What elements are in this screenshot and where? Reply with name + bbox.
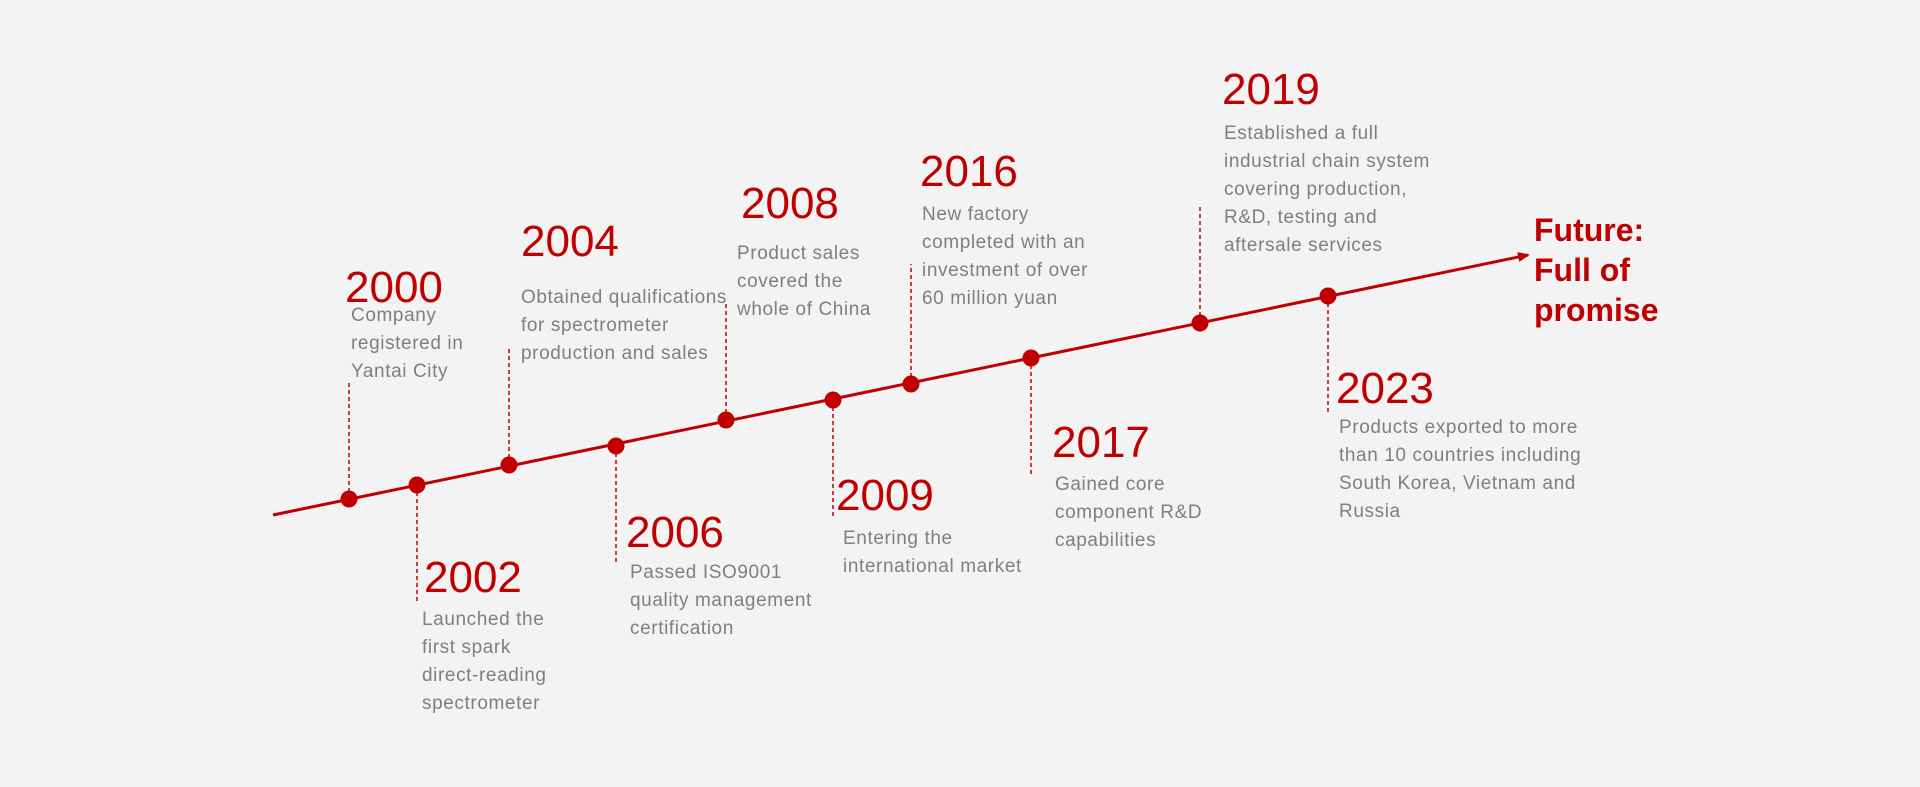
milestone-desc-2006: Passed ISO9001 quality management certif… xyxy=(630,562,812,639)
milestone-desc-2023: Products exported to more than 10 countr… xyxy=(1339,417,1582,522)
milestone-desc-2019: Established a full industrial chain syst… xyxy=(1224,123,1430,256)
milestone-dot-2002 xyxy=(408,476,426,494)
milestone-year-2016: 2016 xyxy=(920,147,1018,196)
milestone-year-2006: 2006 xyxy=(626,508,724,557)
milestone-desc-2000: Company registered in Yantai City xyxy=(351,305,464,382)
milestone-year-2004: 2004 xyxy=(521,217,619,266)
timeline-axis xyxy=(272,252,1530,517)
milestone-desc-2017: Gained core component R&D capabilities xyxy=(1055,474,1203,551)
milestone-dot-2004 xyxy=(500,456,518,474)
milestone-dot-2023 xyxy=(1319,287,1337,305)
milestone-year-2008: 2008 xyxy=(741,179,839,228)
milestone-desc-2004: Obtained qualifications for spectrometer… xyxy=(521,287,728,364)
milestone-dot-2017 xyxy=(1022,349,1040,367)
milestone-dot-2000 xyxy=(340,490,358,508)
future-label: Future: Full of promise xyxy=(1534,212,1659,328)
milestone-year-2002: 2002 xyxy=(424,553,522,602)
milestone-desc-2016: New factory completed with an investment… xyxy=(922,204,1089,309)
milestone-dot-2016 xyxy=(902,375,920,393)
milestone-dot-2006 xyxy=(607,437,625,455)
milestone-desc-2008: Product sales covered the whole of China xyxy=(737,243,872,320)
milestone-year-2009: 2009 xyxy=(836,471,934,520)
milestone-year-2019: 2019 xyxy=(1222,65,1320,114)
milestone-year-2017: 2017 xyxy=(1052,418,1150,467)
milestone-dot-2019 xyxy=(1191,314,1209,332)
milestone-dot-2009 xyxy=(824,391,842,409)
milestone-desc-2009: Entering the international market xyxy=(843,528,1022,577)
milestone-dot-2008 xyxy=(717,411,735,429)
milestone-year-2023: 2023 xyxy=(1336,364,1434,413)
milestone-year-2000: 2000 xyxy=(345,263,443,312)
milestone-desc-2002: Launched the first spark direct-reading … xyxy=(422,609,547,714)
